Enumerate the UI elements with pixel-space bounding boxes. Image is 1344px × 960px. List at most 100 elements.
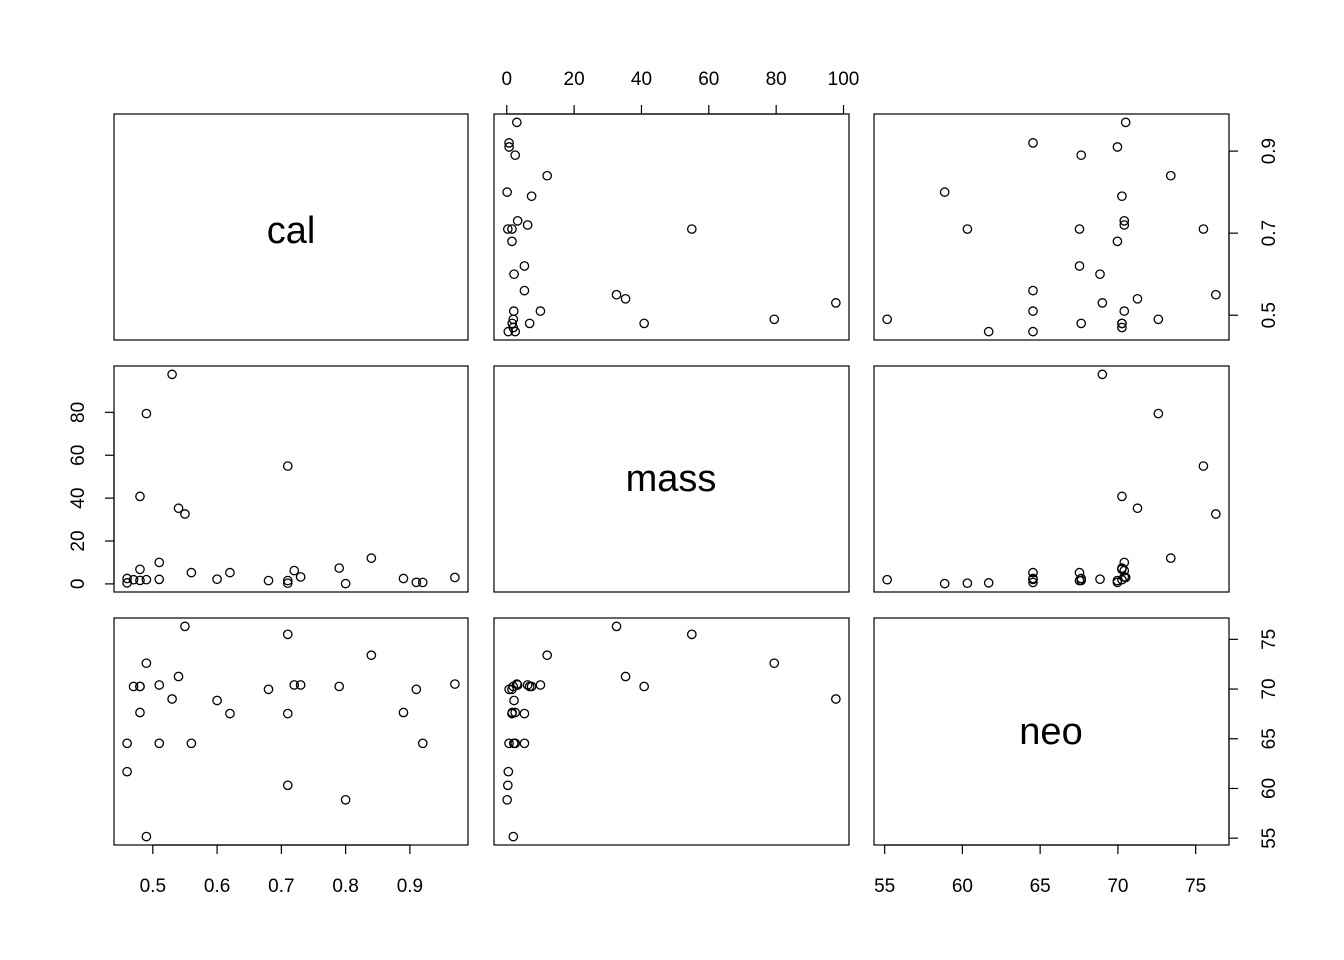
point-mass-vs-cal-23 xyxy=(180,509,190,519)
left-tick-label-mass-0: 0 xyxy=(68,579,89,590)
point-cal-vs-neo-10 xyxy=(939,187,950,197)
point-mass-vs-cal-2 xyxy=(122,573,132,584)
point-neo-vs-cal-27 xyxy=(167,694,177,704)
point-cal-vs-mass-11 xyxy=(503,326,514,337)
point-mass-vs-cal-19 xyxy=(289,565,300,576)
point-neo-vs-mass-11 xyxy=(503,766,514,777)
point-cal-vs-mass-17 xyxy=(524,318,535,329)
bottom-tick-label-cal-3: 0.8 xyxy=(332,876,358,897)
point-neo-vs-mass-19 xyxy=(522,680,533,690)
point-mass-vs-cal-20 xyxy=(366,553,377,564)
panel-mass-vs-neo xyxy=(873,365,1230,593)
point-neo-vs-cal-28 xyxy=(450,679,460,689)
point-neo-vs-cal-14 xyxy=(295,680,306,690)
point-neo-vs-cal-3 xyxy=(135,707,145,718)
point-cal-vs-neo-1 xyxy=(1028,306,1038,316)
top-tick-label-mass-2: 40 xyxy=(631,69,652,90)
point-cal-vs-mass-15 xyxy=(507,236,517,247)
point-neo-vs-mass-6 xyxy=(519,738,530,749)
point-cal-vs-neo-23 xyxy=(1211,289,1221,300)
bottom-tick-label-cal-4: 0.9 xyxy=(397,876,423,897)
point-mass-vs-cal-14 xyxy=(295,572,306,582)
point-neo-vs-cal-4 xyxy=(212,695,222,706)
point-cal-vs-mass-18 xyxy=(526,191,537,202)
point-mass-vs-neo-22 xyxy=(1132,503,1143,514)
bottom-tick-label-cal-0: 0.5 xyxy=(140,876,166,897)
point-cal-vs-mass-8 xyxy=(504,142,514,152)
point-mass-vs-cal-18 xyxy=(334,563,345,573)
point-mass-vs-cal-27 xyxy=(167,369,177,380)
point-neo-vs-mass-20 xyxy=(542,650,553,661)
point-mass-vs-cal-21 xyxy=(154,557,165,568)
point-cal-vs-neo-8 xyxy=(1112,142,1123,152)
points-layer xyxy=(122,117,1221,842)
point-cal-vs-neo-21 xyxy=(1119,306,1130,316)
point-mass-vs-neo-26 xyxy=(1153,408,1164,419)
point-neo-vs-mass-9 xyxy=(504,738,514,749)
point-neo-vs-mass-2 xyxy=(510,738,521,749)
panel-neo-vs-cal xyxy=(113,617,469,846)
point-mass-vs-neo-18 xyxy=(1117,563,1127,573)
right-tick-label-neo-0: 55 xyxy=(1259,828,1280,849)
top-tick-label-mass-1: 20 xyxy=(564,69,585,90)
point-neo-vs-cal-25 xyxy=(282,629,293,640)
right-tick-label-cal-2: 0.9 xyxy=(1259,138,1280,164)
point-neo-vs-mass-10 xyxy=(502,794,512,805)
left-tick-label-mass-4: 80 xyxy=(68,402,89,423)
point-neo-vs-mass-8 xyxy=(504,684,514,695)
left-tick-label-mass-2: 40 xyxy=(68,488,89,509)
point-cal-vs-neo-3 xyxy=(1076,318,1087,329)
point-neo-vs-mass-22 xyxy=(620,671,631,682)
point-mass-vs-cal-9 xyxy=(417,577,428,588)
point-mass-vs-neo-4 xyxy=(1095,574,1105,585)
point-neo-vs-cal-19 xyxy=(289,680,300,690)
left-tick-label-mass-3: 60 xyxy=(68,445,89,466)
point-mass-vs-neo-20 xyxy=(1165,553,1176,564)
point-mass-vs-cal-13 xyxy=(282,575,293,586)
point-neo-vs-mass-12 xyxy=(502,780,513,791)
point-mass-vs-neo-25 xyxy=(1198,461,1209,471)
point-cal-vs-neo-24 xyxy=(1117,318,1127,329)
point-mass-vs-neo-27 xyxy=(1097,369,1108,380)
panel-cal-vs-neo xyxy=(873,113,1230,341)
point-mass-vs-neo-11 xyxy=(983,578,994,588)
point-cal-vs-mass-25 xyxy=(686,224,697,234)
point-cal-vs-mass-12 xyxy=(502,224,513,234)
point-neo-vs-mass-16 xyxy=(519,708,530,719)
point-mass-vs-cal-26 xyxy=(141,408,152,419)
bottom-tick-label-cal-1: 0.6 xyxy=(204,876,230,897)
diag-label-cal: cal xyxy=(267,210,316,252)
variable-labels: cal mass neo xyxy=(267,210,1083,753)
point-mass-vs-neo-24 xyxy=(1117,491,1127,502)
point-mass-vs-neo-7 xyxy=(1076,573,1087,584)
point-neo-vs-cal-15 xyxy=(263,684,274,695)
point-mass-vs-cal-16 xyxy=(225,567,235,578)
point-neo-vs-mass-23 xyxy=(611,621,622,632)
point-neo-vs-cal-11 xyxy=(122,766,132,777)
point-mass-vs-neo-23 xyxy=(1211,509,1221,519)
point-cal-vs-mass-4 xyxy=(509,269,519,280)
point-cal-vs-mass-22 xyxy=(620,293,631,304)
point-cal-vs-mass-27 xyxy=(831,298,841,308)
point-cal-vs-neo-22 xyxy=(1132,293,1143,304)
point-cal-vs-neo-13 xyxy=(1074,224,1085,234)
point-neo-vs-cal-8 xyxy=(411,684,422,695)
bottom-tick-label-neo-4: 75 xyxy=(1185,876,1206,897)
axes-layer: 0.5 0.6 0.7 0.8 0.9 55 60 65 70 75 0 20 40 60 80 100 0 20… xyxy=(68,69,1280,897)
point-cal-vs-neo-5 xyxy=(1117,322,1127,333)
bottom-tick-label-neo-3: 70 xyxy=(1107,876,1128,897)
right-tick-label-neo-3: 70 xyxy=(1259,678,1280,699)
point-cal-vs-neo-18 xyxy=(1117,191,1127,202)
point-neo-vs-mass-15 xyxy=(507,684,517,695)
point-neo-vs-cal-23 xyxy=(180,621,190,632)
point-mass-vs-cal-6 xyxy=(186,567,197,578)
right-tick-label-cal-0: 0.5 xyxy=(1259,302,1280,328)
point-neo-vs-cal-18 xyxy=(334,681,345,692)
point-mass-vs-neo-6 xyxy=(1028,567,1038,578)
top-tick-label-mass-5: 100 xyxy=(828,69,860,90)
panel-mass-vs-cal xyxy=(113,365,469,593)
point-cal-vs-neo-7 xyxy=(1076,150,1087,161)
point-neo-vs-cal-13 xyxy=(282,708,293,719)
top-tick-label-mass-0: 0 xyxy=(501,69,512,90)
point-neo-vs-cal-5 xyxy=(128,681,139,692)
